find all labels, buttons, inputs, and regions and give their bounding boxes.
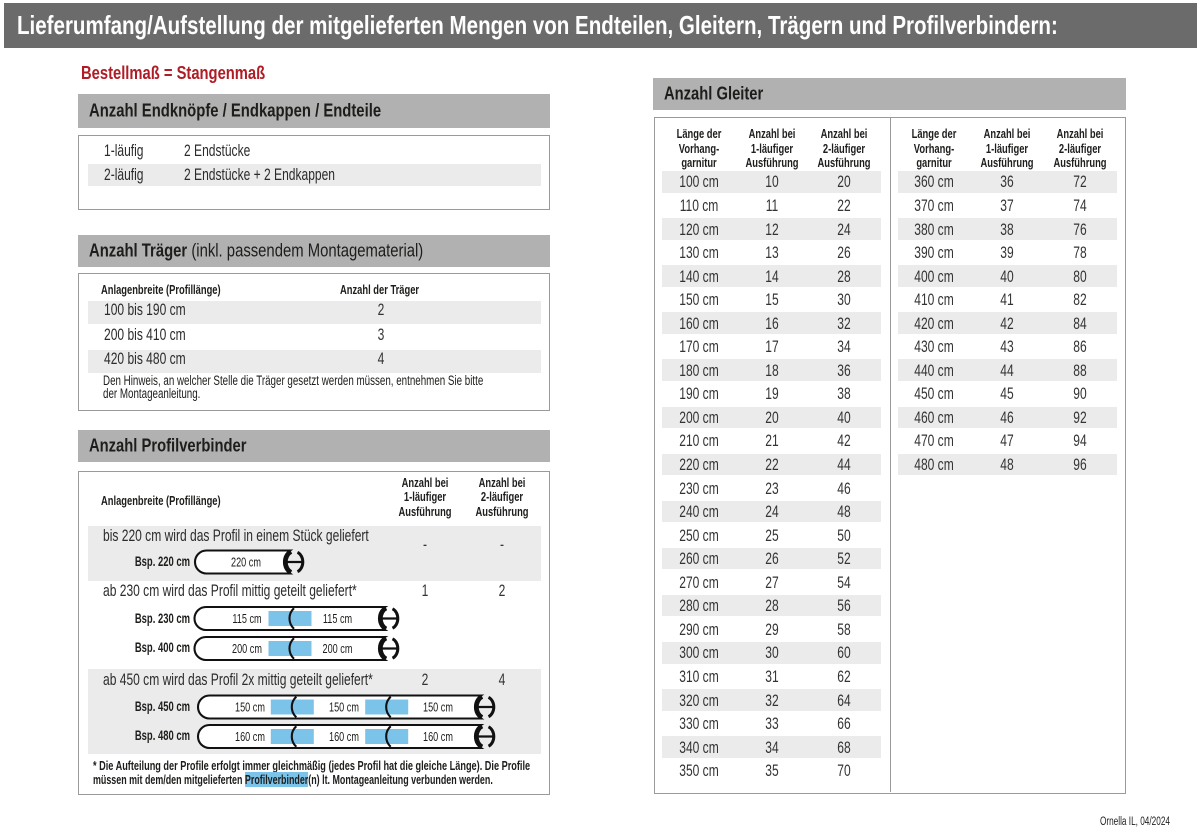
svg-text:220 cm: 220 cm xyxy=(231,556,261,570)
svg-text:115 cm: 115 cm xyxy=(232,613,261,627)
svg-text:150 cm: 150 cm xyxy=(423,701,453,715)
svg-text:150 cm: 150 cm xyxy=(235,701,265,715)
svg-text:160 cm: 160 cm xyxy=(423,731,453,745)
svg-text:200 cm: 200 cm xyxy=(323,643,353,657)
svg-text:115 cm: 115 cm xyxy=(323,613,352,627)
svg-text:200 cm: 200 cm xyxy=(232,643,262,657)
svg-text:160 cm: 160 cm xyxy=(235,731,265,745)
svg-text:160 cm: 160 cm xyxy=(329,731,359,745)
svg-text:150 cm: 150 cm xyxy=(329,701,359,715)
